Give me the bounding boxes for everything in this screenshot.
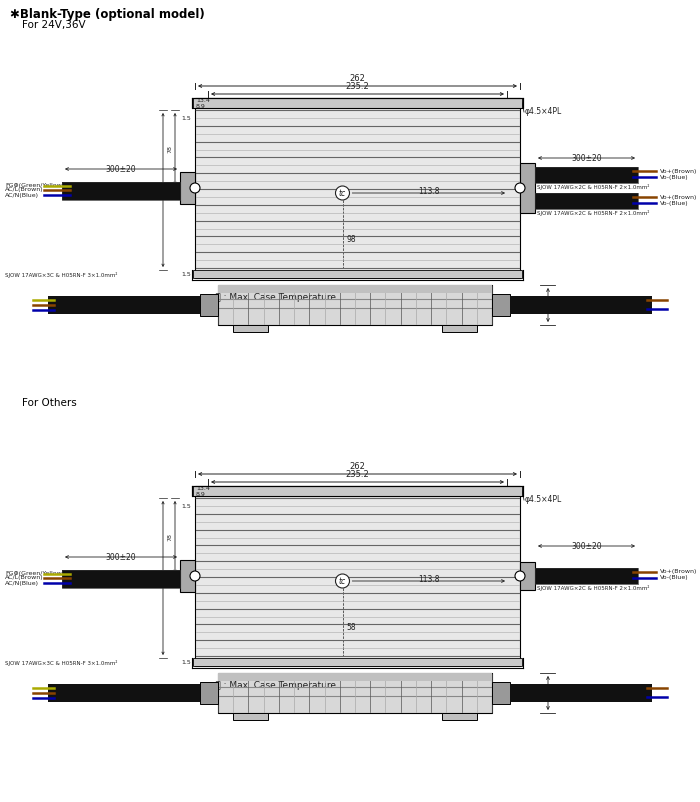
Bar bbox=[492, 682, 510, 704]
Bar bbox=[535, 167, 638, 183]
Text: 262: 262 bbox=[349, 74, 365, 83]
Text: 1.5: 1.5 bbox=[181, 273, 191, 277]
Bar bbox=[195, 98, 520, 278]
Bar bbox=[233, 325, 268, 332]
Text: ✱Blank-Type (optional model): ✱Blank-Type (optional model) bbox=[10, 8, 204, 21]
Text: For Others: For Others bbox=[22, 398, 77, 408]
Text: 1.5: 1.5 bbox=[181, 661, 191, 666]
Text: tc: tc bbox=[339, 188, 346, 197]
Text: 235.2: 235.2 bbox=[346, 470, 370, 479]
Text: FG⊕(Green/Yellow): FG⊕(Green/Yellow) bbox=[5, 183, 64, 188]
Bar bbox=[180, 172, 195, 204]
Bar bbox=[535, 193, 638, 209]
Text: Vo+(Brown): Vo+(Brown) bbox=[660, 195, 697, 200]
Text: SJOW 17AWG×3C & H05RN-F 3×1.0mm²: SJOW 17AWG×3C & H05RN-F 3×1.0mm² bbox=[5, 272, 118, 278]
Text: 125: 125 bbox=[155, 572, 160, 584]
Circle shape bbox=[190, 183, 200, 193]
Bar bbox=[520, 163, 535, 213]
Circle shape bbox=[190, 571, 200, 581]
Text: 235.2: 235.2 bbox=[346, 82, 370, 91]
Text: AC/N(Blue): AC/N(Blue) bbox=[5, 581, 39, 585]
Text: 125: 125 bbox=[155, 184, 160, 196]
Text: 58: 58 bbox=[346, 622, 356, 631]
Text: Vo+(Brown): Vo+(Brown) bbox=[660, 168, 697, 173]
Text: 1.5: 1.5 bbox=[181, 115, 191, 120]
Bar bbox=[442, 325, 477, 332]
Text: 300±20: 300±20 bbox=[106, 553, 136, 562]
Text: 300±20: 300±20 bbox=[571, 154, 602, 163]
Bar bbox=[492, 294, 510, 316]
Bar bbox=[200, 294, 218, 316]
Bar bbox=[218, 285, 492, 293]
Text: AC/N(Blue): AC/N(Blue) bbox=[5, 192, 39, 197]
Bar bbox=[535, 167, 638, 183]
Text: Vo-(Blue): Vo-(Blue) bbox=[660, 576, 689, 581]
Bar bbox=[510, 684, 652, 702]
Text: SJOW 17AWG×2C & H05RN-F 2×1.0mm²: SJOW 17AWG×2C & H05RN-F 2×1.0mm² bbox=[537, 210, 650, 216]
Text: AC/L(Brown): AC/L(Brown) bbox=[5, 188, 43, 192]
Text: •Ⓣ : Max. Case Temperature: •Ⓣ : Max. Case Temperature bbox=[210, 682, 336, 691]
Bar bbox=[218, 673, 492, 681]
Text: AC/L(Brown): AC/L(Brown) bbox=[5, 576, 43, 581]
Bar bbox=[193, 486, 522, 496]
Text: 262: 262 bbox=[349, 462, 365, 471]
Bar bbox=[233, 713, 268, 720]
Bar bbox=[48, 296, 200, 314]
Bar bbox=[535, 568, 638, 584]
Text: SJOW 17AWG×2C & H05RN-F 2×1.0mm²: SJOW 17AWG×2C & H05RN-F 2×1.0mm² bbox=[537, 184, 650, 190]
Text: FG⊕(Green/Yellow): FG⊕(Green/Yellow) bbox=[5, 570, 64, 576]
Text: 1.5: 1.5 bbox=[181, 504, 191, 508]
Text: 300±20: 300±20 bbox=[571, 542, 602, 551]
Bar bbox=[535, 568, 638, 584]
Bar bbox=[62, 570, 180, 588]
Bar bbox=[520, 562, 535, 590]
Text: Vo+(Brown): Vo+(Brown) bbox=[660, 569, 697, 574]
Text: Vo-(Blue): Vo-(Blue) bbox=[660, 200, 689, 205]
Bar bbox=[195, 486, 520, 666]
Text: tc: tc bbox=[339, 577, 346, 585]
Bar bbox=[200, 682, 218, 704]
Bar bbox=[193, 658, 522, 666]
Text: 98: 98 bbox=[346, 234, 356, 244]
Bar bbox=[442, 713, 477, 720]
Bar bbox=[535, 193, 638, 209]
Text: SJOW 17AWG×2C & H05RN-F 2×1.0mm²: SJOW 17AWG×2C & H05RN-F 2×1.0mm² bbox=[537, 585, 650, 591]
Bar bbox=[62, 570, 180, 588]
Bar bbox=[193, 270, 522, 278]
Text: 78: 78 bbox=[167, 533, 172, 541]
Bar bbox=[48, 684, 200, 702]
Text: φ4.5×4PL: φ4.5×4PL bbox=[525, 107, 562, 116]
Text: φ4.5×4PL: φ4.5×4PL bbox=[525, 496, 562, 504]
Text: For 24V,36V: For 24V,36V bbox=[22, 20, 85, 30]
Text: 300±20: 300±20 bbox=[106, 165, 136, 174]
Circle shape bbox=[335, 186, 349, 200]
Text: 8.9: 8.9 bbox=[196, 492, 206, 497]
Text: 13.4: 13.4 bbox=[196, 487, 210, 492]
Circle shape bbox=[515, 571, 525, 581]
Circle shape bbox=[335, 574, 349, 588]
Bar bbox=[180, 560, 195, 592]
Text: 113.8: 113.8 bbox=[418, 575, 440, 584]
Circle shape bbox=[515, 183, 525, 193]
Text: 13.4: 13.4 bbox=[196, 99, 210, 103]
Bar bbox=[192, 486, 523, 496]
Text: 113.8: 113.8 bbox=[418, 187, 440, 196]
Text: SJOW 17AWG×3C & H05RN-F 3×1.0mm²: SJOW 17AWG×3C & H05RN-F 3×1.0mm² bbox=[5, 660, 118, 666]
Text: •Ⓣ : Max. Case Temperature: •Ⓣ : Max. Case Temperature bbox=[210, 294, 336, 302]
Bar bbox=[510, 296, 652, 314]
Bar bbox=[193, 98, 522, 108]
Text: Vo-(Blue): Vo-(Blue) bbox=[660, 175, 689, 180]
Text: 43.8: 43.8 bbox=[560, 297, 569, 314]
Text: 78: 78 bbox=[167, 145, 172, 153]
Text: 43.8: 43.8 bbox=[560, 685, 569, 702]
Bar bbox=[62, 182, 180, 200]
Bar bbox=[218, 673, 492, 713]
Bar bbox=[62, 182, 180, 200]
Bar bbox=[192, 98, 523, 108]
Text: 8.9: 8.9 bbox=[196, 104, 206, 110]
Bar bbox=[218, 285, 492, 325]
